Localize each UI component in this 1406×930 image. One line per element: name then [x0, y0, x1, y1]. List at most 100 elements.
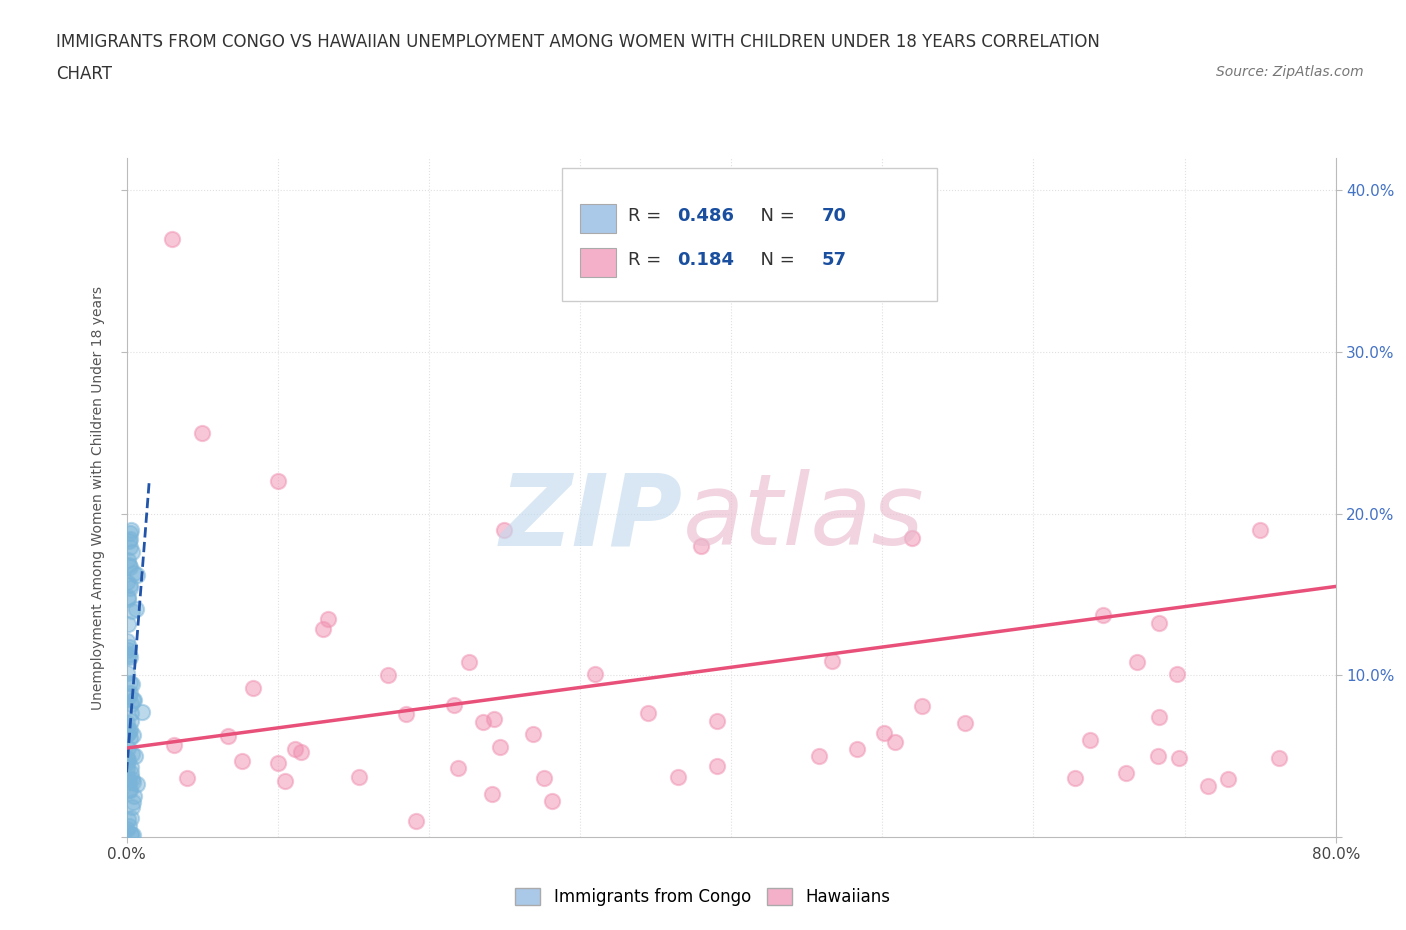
Point	[118, 774, 141, 789]
Point	[312, 621, 335, 636]
Text: R =: R =	[628, 251, 668, 269]
Point	[120, 765, 142, 780]
Point	[873, 725, 896, 740]
Point	[120, 581, 142, 596]
Point	[120, 783, 142, 798]
Point	[395, 707, 418, 722]
Point	[1147, 749, 1170, 764]
Point	[1267, 751, 1289, 765]
Point	[706, 758, 728, 773]
Point	[1080, 733, 1102, 748]
Text: N =: N =	[749, 251, 801, 269]
Point	[231, 753, 253, 768]
Point	[1147, 616, 1170, 631]
Legend: Immigrants from Congo, Hawaiians: Immigrants from Congo, Hawaiians	[509, 881, 897, 912]
Point	[124, 749, 146, 764]
Point	[117, 812, 139, 827]
Point	[122, 794, 145, 809]
Point	[1092, 607, 1115, 622]
Point	[115, 665, 138, 680]
Point	[405, 813, 427, 828]
Point	[118, 688, 141, 703]
Point	[953, 716, 976, 731]
Point	[117, 648, 139, 663]
Point	[122, 693, 145, 708]
Point	[120, 526, 142, 541]
Point	[117, 782, 139, 797]
Point	[120, 828, 142, 843]
Point	[1216, 772, 1239, 787]
Point	[1166, 667, 1188, 682]
Point	[274, 774, 297, 789]
Point	[472, 714, 495, 729]
Point	[117, 591, 139, 606]
FancyBboxPatch shape	[562, 168, 936, 300]
Point	[118, 540, 141, 555]
Point	[125, 567, 148, 582]
Point	[489, 739, 512, 754]
Point	[217, 729, 239, 744]
Point	[377, 668, 399, 683]
Point	[118, 578, 141, 592]
Point	[666, 770, 689, 785]
Text: R =: R =	[628, 206, 668, 225]
Text: 70: 70	[821, 206, 846, 225]
Point	[191, 425, 214, 440]
Point	[122, 565, 145, 580]
Point	[160, 232, 183, 246]
Text: CHART: CHART	[56, 65, 112, 83]
Point	[290, 744, 312, 759]
Point	[347, 770, 370, 785]
Y-axis label: Unemployment Among Women with Children Under 18 years: Unemployment Among Women with Children U…	[91, 286, 105, 710]
Point	[242, 681, 264, 696]
FancyBboxPatch shape	[581, 205, 616, 232]
Point	[482, 712, 505, 727]
Point	[1168, 751, 1191, 765]
Point	[884, 735, 907, 750]
Point	[121, 772, 143, 787]
Point	[845, 741, 868, 756]
Point	[118, 723, 141, 737]
Point	[118, 724, 141, 739]
Point	[1063, 770, 1085, 785]
Point	[115, 756, 138, 771]
Point	[911, 698, 934, 713]
Point	[117, 552, 139, 567]
Point	[117, 643, 139, 658]
Point	[267, 756, 290, 771]
Point	[689, 538, 711, 553]
Point	[122, 727, 145, 742]
Point	[122, 789, 145, 804]
Point	[117, 575, 139, 590]
Point	[115, 721, 138, 736]
Point	[1126, 655, 1149, 670]
Point	[120, 676, 142, 691]
Point	[117, 771, 139, 786]
Point	[583, 666, 606, 681]
Text: atlas: atlas	[683, 470, 924, 566]
Point	[115, 715, 138, 730]
Point	[120, 811, 142, 826]
Point	[115, 761, 138, 776]
Point	[120, 697, 142, 711]
Point	[121, 800, 143, 815]
Point	[163, 737, 186, 752]
Point	[118, 560, 141, 575]
Point	[120, 523, 142, 538]
Point	[117, 590, 139, 604]
Point	[284, 741, 307, 756]
Point	[117, 634, 139, 649]
Point	[901, 530, 924, 545]
Point	[481, 786, 503, 801]
Point	[118, 558, 141, 573]
Text: 0.184: 0.184	[676, 251, 734, 269]
Point	[1249, 523, 1271, 538]
Point	[522, 726, 544, 741]
Point	[115, 726, 138, 741]
Point	[637, 706, 659, 721]
Point	[115, 726, 138, 741]
Point	[117, 640, 139, 655]
Point	[121, 747, 143, 762]
FancyBboxPatch shape	[581, 248, 616, 277]
Point	[706, 714, 728, 729]
